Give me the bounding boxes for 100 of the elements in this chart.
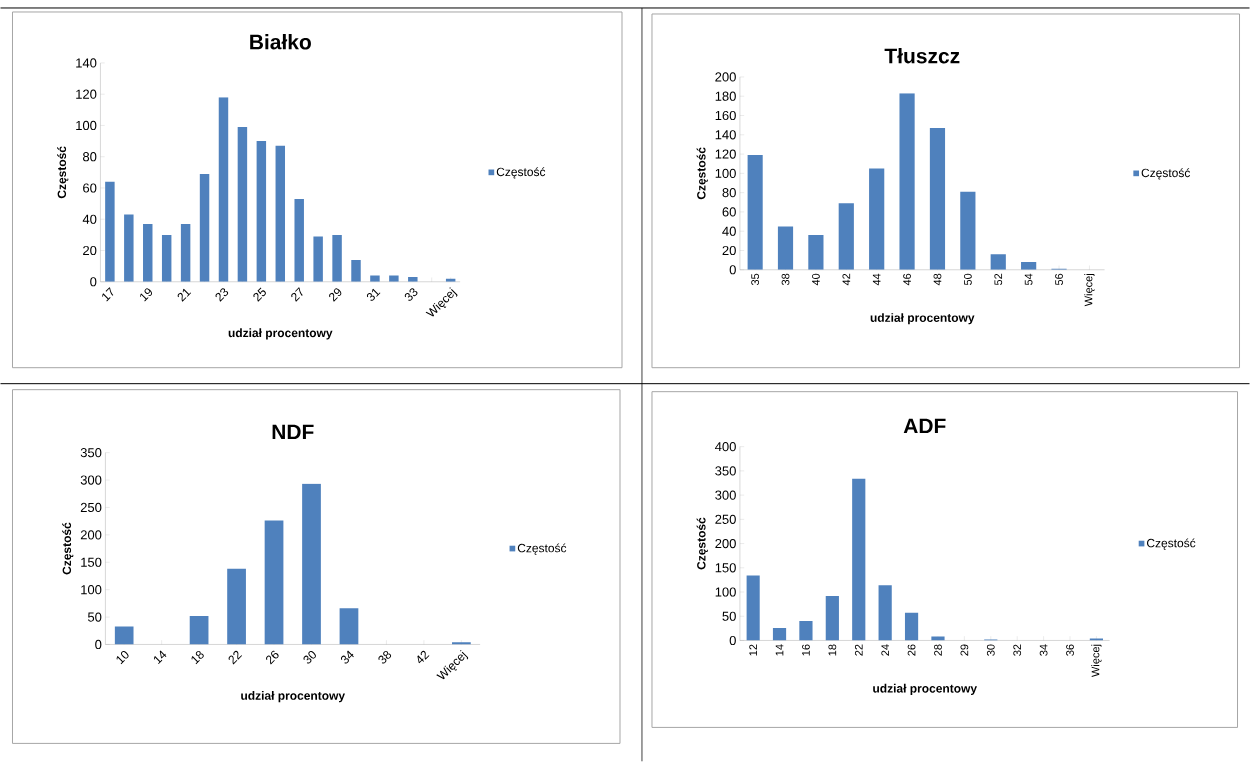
x-tick-label: 17 — [102, 287, 114, 302]
x-tick-label: 22 — [228, 650, 243, 665]
y-tick-label: 140 — [76, 58, 97, 68]
chart-title: ADF — [903, 418, 946, 434]
bar — [878, 585, 892, 641]
x-tick-label: 40 — [812, 273, 820, 286]
bar — [904, 612, 919, 641]
x-tick-label: 33 — [404, 288, 418, 301]
y-axis-title: Częstość — [696, 517, 708, 570]
x-tick-label: 14 — [153, 650, 167, 665]
x-axis-title: udział procentowy — [870, 313, 975, 325]
bar — [143, 224, 153, 282]
bar — [808, 235, 824, 270]
bar — [264, 520, 284, 645]
y-tick-label: 50 — [87, 612, 102, 622]
x-tick-label: 46 — [903, 273, 911, 286]
x-tick-label: 34 — [340, 650, 354, 664]
y-tick-label: 0 — [729, 265, 736, 275]
x-tick-label: 48 — [933, 273, 942, 286]
y-tick-label: 40 — [722, 226, 736, 236]
x-tick-label: 14 — [775, 644, 784, 656]
bar — [114, 626, 134, 645]
bar — [747, 155, 763, 270]
bar — [339, 608, 359, 645]
bar — [452, 642, 471, 645]
x-tick-label: Więcej — [1084, 274, 1095, 307]
x-tick-label: 25 — [253, 287, 266, 302]
y-tick-label: 100 — [76, 120, 97, 131]
x-tick-label: 18 — [191, 650, 204, 665]
x-axis-title: udział procentowy — [228, 328, 333, 340]
x-tick-label: 21 — [177, 288, 192, 302]
legend-label: Częstość — [1146, 538, 1196, 550]
y-tick-label: 150 — [81, 557, 102, 567]
bar — [313, 236, 323, 282]
x-tick-label: Więcej — [1091, 644, 1102, 678]
x-tick-label: 30 — [303, 651, 316, 664]
bar — [838, 203, 854, 270]
bar — [1021, 262, 1037, 270]
bar — [294, 199, 304, 282]
y-tick-label: 60 — [722, 207, 736, 217]
bar — [218, 97, 229, 282]
x-tick-label: 56 — [1055, 273, 1063, 286]
bar — [929, 128, 946, 270]
y-tick-label: 20 — [83, 246, 97, 256]
bar — [852, 478, 866, 641]
x-tick-label: 27 — [291, 287, 303, 302]
bar — [161, 234, 172, 282]
y-tick-label: 100 — [715, 587, 736, 597]
chart-title: Białko — [250, 34, 311, 50]
legend-label: Częstość — [1141, 168, 1191, 180]
x-tick-label: 26 — [266, 650, 279, 665]
y-tick-label: 250 — [715, 514, 736, 525]
x-tick-label: 42 — [842, 273, 851, 286]
x-tick-label: 35 — [751, 273, 759, 286]
bar — [302, 483, 321, 645]
bar — [960, 191, 976, 270]
y-tick-label: 40 — [82, 214, 97, 224]
x-tick-label: 54 — [1024, 273, 1033, 286]
x-tick-label: 24 — [881, 644, 889, 656]
bar — [332, 234, 342, 282]
y-axis-title: Częstość — [57, 146, 69, 199]
legend-label: Częstość — [517, 543, 567, 555]
x-tick-label: 44 — [872, 273, 881, 286]
bar — [237, 127, 248, 282]
bar — [869, 168, 885, 270]
x-tick-label: 12 — [749, 644, 757, 656]
x-tick-label: 32 — [1013, 644, 1022, 656]
bar — [408, 277, 418, 282]
y-axis-title: Częstość — [696, 147, 708, 200]
y-tick-label: 200 — [80, 530, 102, 540]
bar — [899, 93, 915, 270]
x-tick-label: 34 — [1039, 644, 1048, 656]
y-tick-label: 120 — [715, 149, 736, 159]
y-tick-label: 120 — [76, 89, 97, 99]
x-tick-label: 29 — [960, 644, 969, 656]
x-tick-label: 28 — [934, 644, 942, 656]
y-tick-label: 400 — [715, 442, 736, 452]
y-tick-label: 350 — [80, 448, 102, 458]
x-tick-label: 22 — [854, 644, 863, 656]
x-tick-label: 52 — [994, 273, 1003, 286]
bar — [199, 174, 210, 282]
x-tick-label: 19 — [140, 288, 153, 302]
bar — [825, 596, 839, 641]
x-tick-label: 31 — [366, 288, 381, 301]
y-tick-label: 300 — [80, 475, 102, 485]
y-tick-label: 80 — [722, 188, 736, 198]
bar — [746, 575, 760, 641]
x-axis-title: udział procentowy — [873, 683, 977, 696]
bar — [777, 226, 794, 270]
y-axis-title: Częstość — [62, 522, 74, 575]
x-axis-title: udział procentowy — [241, 691, 345, 703]
x-tick-label: 18 — [828, 644, 837, 656]
y-tick-label: 50 — [722, 611, 736, 621]
y-tick-label: 180 — [715, 91, 736, 101]
y-tick-label: 200 — [715, 539, 736, 549]
y-tick-label: 0 — [95, 639, 102, 650]
bar — [105, 181, 115, 282]
y-tick-label: 350 — [715, 466, 736, 476]
y-tick-label: 0 — [90, 277, 97, 287]
y-tick-label: 20 — [722, 246, 736, 256]
